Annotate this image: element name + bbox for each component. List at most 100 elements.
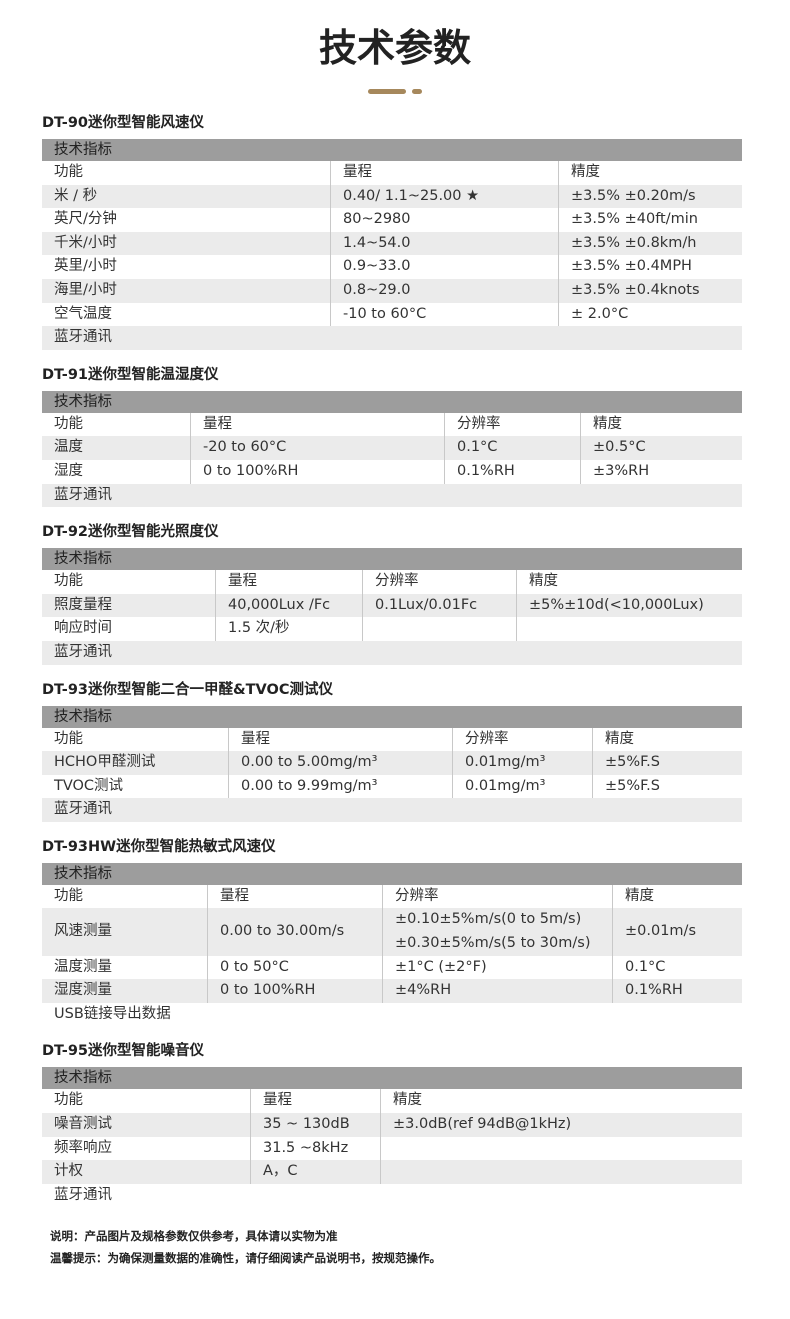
table-cell: 照度量程: [54, 596, 112, 613]
table-row: 湿度测量 0 to 100%RH ±4%RH 0.1%RH: [42, 979, 742, 1003]
table-cell: 1.4~54.0: [330, 231, 558, 256]
table-cell: 35 ~ 130dB: [250, 1113, 380, 1137]
table-cell: 量程: [215, 570, 362, 594]
table-cell: 计权: [54, 1163, 83, 1180]
table-row: 海里/小时 0.8~29.0 ±3.5% ±0.4knots: [42, 278, 742, 303]
table-cell: [380, 1160, 742, 1184]
table-cell: ±3.5% ±40ft/min: [558, 208, 742, 232]
table-cell: 0 to 100%RH: [190, 459, 444, 484]
table-cell: 0.1%RH: [612, 979, 742, 1003]
table-title: 技术指标: [42, 1067, 742, 1090]
table-cell: [380, 1136, 742, 1161]
table-cell: ±3.5% ±0.8km/h: [558, 231, 742, 256]
table-cell: 功能: [54, 415, 83, 432]
table-cell: 分辨率: [362, 570, 516, 594]
table-cell: 频率响应: [54, 1139, 112, 1156]
table-cell: 量程: [330, 161, 558, 185]
table-cell: 英里/小时: [54, 258, 117, 275]
table-cell: 0.1°C: [444, 436, 580, 460]
table-cell: ±4%RH: [382, 979, 612, 1003]
table-cell: 湿度测量: [54, 982, 112, 999]
section-heading: DT-93迷你型智能二合一甲醛&TVOC测试仪: [42, 681, 333, 698]
table-row: 频率响应 31.5 ~8kHz: [42, 1136, 742, 1161]
section-heading: DT-92迷你型智能光照度仪: [42, 524, 219, 541]
table-row: 温度 -20 to 60°C 0.1°C ±0.5°C: [42, 436, 742, 460]
table-cell: 0.1°C: [612, 955, 742, 980]
cell-line: ±0.30±5%m/s(5 to 30m/s): [395, 935, 591, 952]
table-cell: 精度: [380, 1089, 742, 1114]
table-cell: 量程: [190, 412, 444, 437]
table-row: 米 / 秒 0.40/ 1.1~25.00 ★ ±3.5% ±0.20m/s: [42, 184, 742, 209]
notes: 说明：产品图片及规格参数仅供参考，具体请以实物为准温馨提示：为确保测量数据的准确…: [0, 1225, 790, 1269]
table-cell: 精度: [612, 884, 742, 909]
table-row: 湿度 0 to 100%RH 0.1%RH ±3%RH: [42, 459, 742, 484]
table-row: 计权 A，C: [42, 1160, 742, 1184]
table-cell: -10 to 60°C: [330, 302, 558, 327]
table-cell: 0.1%RH: [444, 459, 580, 484]
table-row: 空气温度 -10 to 60°C ± 2.0°C: [42, 302, 742, 327]
note: 说明：产品图片及规格参数仅供参考，具体请以实物为准: [50, 1229, 338, 1244]
table-cell: ±0.01m/s: [612, 908, 742, 956]
table-cell: 功能: [54, 573, 83, 590]
table-title: 技术指标: [42, 548, 742, 571]
table-cell: 精度: [558, 161, 742, 185]
cell-line: ±0.10±5%m/s(0 to 5m/s): [395, 911, 582, 928]
table-row: HCHO甲醛测试 0.00 to 5.00mg/m³ 0.01mg/m³ ±5%F.S: [42, 751, 742, 775]
table-cell: 0.40/ 1.1~25.00 ★: [330, 184, 558, 209]
table-footer: 蓝牙通讯: [54, 1186, 112, 1203]
table-cell: 1.5 次/秒: [215, 617, 362, 641]
table-cell: 0.01mg/m³: [452, 774, 592, 799]
table-header: 功能 量程 分辨率 精度: [42, 727, 742, 752]
table-cell: 风速测量: [54, 923, 112, 940]
table-header: 功能 量程 分辨率 精度: [42, 570, 742, 594]
table-cell: 功能: [54, 1092, 83, 1109]
table-cell: 功能: [54, 887, 83, 904]
table-cell: 精度: [580, 412, 742, 437]
content: DT-90迷你型智能风速仪 技术指标 功能 量程 精度米 / 秒 0.40/ 1.1~25…: [42, 112, 742, 1207]
table-cell: TVOC测试: [54, 777, 124, 794]
table-cell: 功能: [54, 730, 83, 747]
table-cell: 量程: [228, 727, 452, 752]
table-cell: ±0.5°C: [580, 436, 742, 460]
section-heading: DT-93HW迷你型智能热敏式风速仪: [42, 838, 276, 855]
table-cell: -20 to 60°C: [190, 436, 444, 460]
table-title: 技术指标: [42, 705, 742, 728]
table-cell: 0.01mg/m³: [452, 751, 592, 775]
table-cell: 精度: [516, 570, 742, 594]
table-cell: ±5%F.S: [592, 751, 742, 775]
table-cell: 0.00 to 30.00m/s: [207, 908, 382, 956]
table-footer: 蓝牙通讯: [42, 640, 742, 665]
table-cell: 量程: [250, 1089, 380, 1114]
table-cell: ±3.5% ±0.4MPH: [558, 255, 742, 279]
table-footer: 蓝牙通讯: [42, 798, 742, 822]
table-cell: 精度: [592, 727, 742, 752]
table-cell: HCHO甲醛测试: [54, 754, 156, 771]
table-footer: USB链接导出数据: [54, 1005, 171, 1022]
table-cell: 米 / 秒: [54, 187, 98, 204]
table-cell: 英尺/分钟: [54, 211, 117, 228]
table-cell: 分辨率: [444, 412, 580, 437]
table-cell: 噪音测试: [54, 1116, 112, 1133]
table-cell: ±5%F.S: [592, 774, 742, 799]
table-cell: 海里/小时: [54, 281, 117, 298]
table-cell: [362, 617, 516, 641]
table-title: 技术指标: [42, 862, 742, 885]
table-cell: 响应时间: [54, 620, 112, 637]
table-cell: 温度: [54, 439, 83, 456]
table-cell: 功能: [54, 164, 83, 180]
table-cell: ±1°C (±2°F): [382, 955, 612, 980]
table-cell: ±3.5% ±0.4knots: [558, 278, 742, 303]
note: 温馨提示：为确保测量数据的准确性，请仔细阅读产品说明书，按规范操作。: [50, 1251, 441, 1266]
table-title: 技术指标: [42, 139, 742, 161]
table-cell: 0 to 50°C: [207, 955, 382, 980]
table-row: 温度测量 0 to 50°C ±1°C (±2°F) 0.1°C: [42, 955, 742, 980]
section-heading: DT-91迷你型智能温湿度仪: [42, 366, 219, 383]
table-cell: ±5%±10d(<10,000Lux): [516, 593, 742, 618]
table-cell: 0.00 to 5.00mg/m³: [228, 751, 452, 775]
table-footer: 蓝牙通讯: [42, 326, 742, 350]
table-row: 照度量程 40,000Lux /Fc 0.1Lux/0.01Fc ±5%±10d(<1…: [42, 593, 742, 618]
page-title: 技术参数: [318, 26, 471, 70]
table-cell: 0.8~29.0: [330, 278, 558, 303]
table-cell: A，C: [250, 1160, 380, 1184]
